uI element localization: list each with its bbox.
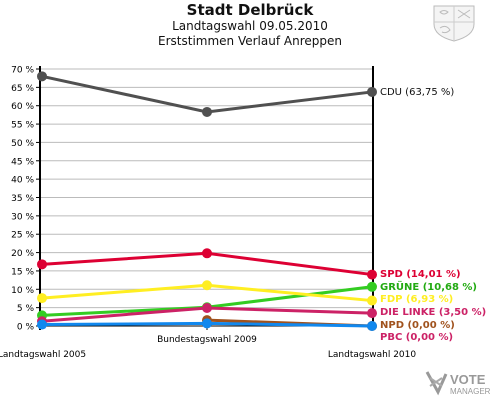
- data-point-fdp: [367, 295, 377, 306]
- data-point-cdu: [202, 106, 212, 117]
- series-label: SPD (14,01 %): [380, 269, 461, 280]
- data-point-spd: [367, 269, 377, 280]
- data-point-gr-ne: [367, 281, 377, 292]
- logo-line1: VOTE: [450, 372, 486, 387]
- data-point-pbc: [37, 319, 47, 330]
- data-point-pbc: [367, 321, 377, 331]
- y-tick-label: 70 %: [11, 66, 34, 76]
- y-tick-label: 10 %: [11, 286, 34, 296]
- y-tick-label: 5 %: [17, 304, 35, 314]
- data-point-cdu: [367, 86, 377, 97]
- data-point-die-linke: [367, 308, 377, 319]
- chart-subtitle-2: Erststimmen Verlauf Anreppen: [158, 34, 342, 48]
- series-label: PBC (0,00 %): [380, 332, 453, 343]
- y-tick-label: 50 %: [11, 139, 34, 149]
- series-label: CDU (63,75 %): [380, 87, 454, 98]
- y-tick-label: 40 %: [11, 176, 34, 186]
- y-tick-label: 45 %: [11, 157, 34, 167]
- data-point-die-linke: [202, 303, 212, 314]
- data-point-cdu: [37, 71, 47, 82]
- y-tick-label: 60 %: [11, 102, 34, 112]
- series-line-cdu: [41, 74, 373, 114]
- x-tick-label: Bundestagswahl 2009: [157, 335, 257, 345]
- y-tick-label: 35 %: [11, 194, 34, 204]
- data-point-pbc: [202, 318, 212, 329]
- y-tick-label: 25 %: [11, 231, 34, 241]
- vote-manager-logo: VOTE MANAGER: [424, 364, 500, 400]
- y-tick-label: 15 %: [11, 267, 34, 277]
- coat-of-arms-icon: [433, 5, 475, 42]
- y-tick-label: 20 %: [11, 249, 34, 259]
- data-point-spd: [37, 259, 47, 270]
- y-tick-label: 30 %: [11, 212, 34, 222]
- y-tick-label: 65 %: [11, 84, 34, 94]
- data-point-fdp: [202, 280, 212, 291]
- x-tick-label: Landtagswahl 2010: [328, 350, 417, 360]
- series-label: FDP (6,93 %): [380, 294, 453, 305]
- logo-line2: MANAGER: [450, 387, 491, 396]
- x-tick-label: Landtagswahl 2005: [0, 350, 86, 360]
- data-point-fdp: [37, 293, 47, 304]
- y-tick-label: 0 %: [17, 323, 35, 333]
- chart-subtitle: Landtagswahl 09.05.2010: [172, 19, 328, 33]
- series-label: GRÜNE (10,68 %): [380, 279, 477, 293]
- data-point-spd: [202, 248, 212, 259]
- y-tick-label: 55 %: [11, 121, 34, 131]
- chart-title: Stadt Delbrück: [186, 1, 314, 19]
- chart-titles: Stadt Delbrück Landtagswahl 09.05.2010 E…: [0, 2, 500, 49]
- series-label: NPD (0,00 %): [380, 320, 455, 331]
- series-label: DIE LINKE (3,50 %): [380, 307, 486, 318]
